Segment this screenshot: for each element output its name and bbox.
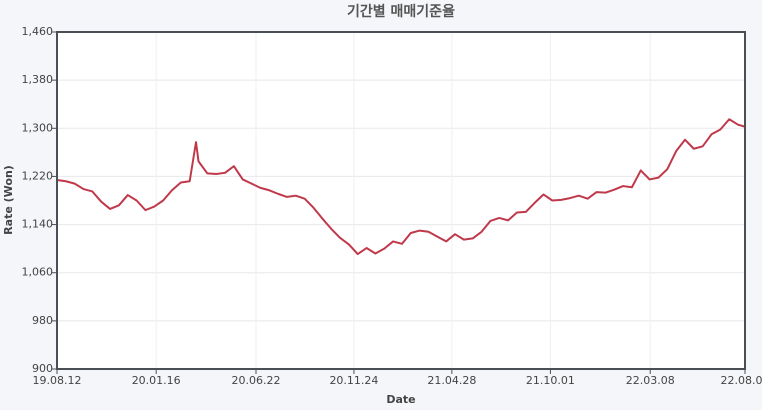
plot-area [57,32,745,369]
x-tick-label: 21.04.28 [427,374,476,387]
y-tick-label: 1,060 [22,266,54,279]
x-tick-label: 22.08.05 [721,374,762,387]
y-tick-label: 900 [32,362,53,375]
y-tick-label: 1,140 [22,218,54,231]
x-tick-label: 20.01.16 [132,374,181,387]
y-tick-label: 1,380 [22,73,54,86]
line-series [56,118,745,256]
chart-title: 기간별 매매기준율 [347,3,455,20]
y-tick-label: 1,300 [22,121,54,134]
y-axis-title: Rate (Won) [2,165,15,235]
x-tick-label: 21.10.01 [526,374,575,387]
x-tick-label: 19.08.12 [33,374,82,387]
y-tick-label: 1,220 [22,169,54,182]
plot-border [56,31,746,370]
x-tick-label: 20.11.24 [329,374,378,387]
y-tick-label: 1,460 [22,25,54,38]
x-tick-label: 22.03.08 [626,374,675,387]
marks [56,118,745,256]
y-tick-label: 980 [32,314,53,327]
x-axis-title: Date [386,393,415,406]
x-tick-label: 20.06.22 [232,374,281,387]
